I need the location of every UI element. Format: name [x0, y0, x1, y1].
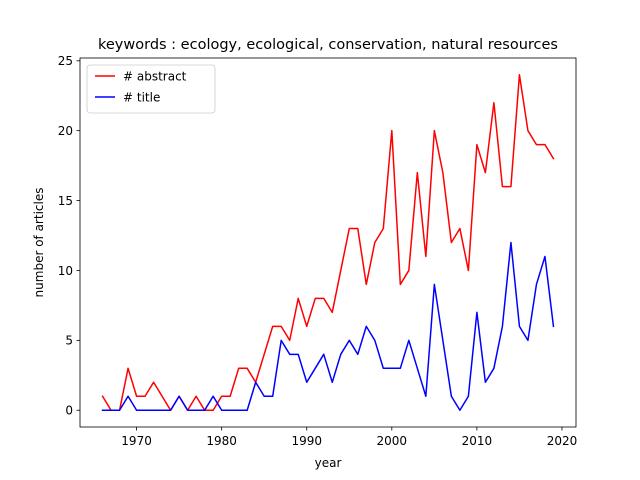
y-tick-label: 5 [65, 334, 73, 348]
x-tick-label: 2010 [462, 434, 493, 448]
y-tick-label: 15 [58, 194, 73, 208]
legend-label-title: # title [123, 90, 160, 104]
x-tick-label: 1970 [121, 434, 152, 448]
y-axis-label: number of articles [32, 188, 46, 298]
legend-label-abstract: # abstract [123, 69, 187, 83]
y-tick-label: 25 [58, 54, 73, 68]
x-axis: 1970 1980 1990 2000 2010 2020 [121, 427, 577, 448]
x-axis-label: year [315, 456, 342, 470]
series-layer [101, 74, 555, 411]
series-line-title [101, 241, 555, 411]
y-tick-label: 0 [65, 404, 73, 418]
chart-title: keywords : ecology, ecological, conserva… [98, 37, 558, 53]
legend-box [86, 64, 216, 114]
x-tick-label: 1980 [206, 434, 237, 448]
plot-frame [79, 57, 577, 428]
y-axis: 0 5 10 15 20 25 [58, 54, 80, 418]
y-tick-label: 20 [58, 124, 73, 138]
legend: # abstract # title [86, 64, 216, 114]
x-tick-label: 2000 [377, 434, 408, 448]
y-tick-label: 10 [58, 264, 73, 278]
x-tick-label: 2020 [547, 434, 578, 448]
x-tick-label: 1990 [291, 434, 322, 448]
